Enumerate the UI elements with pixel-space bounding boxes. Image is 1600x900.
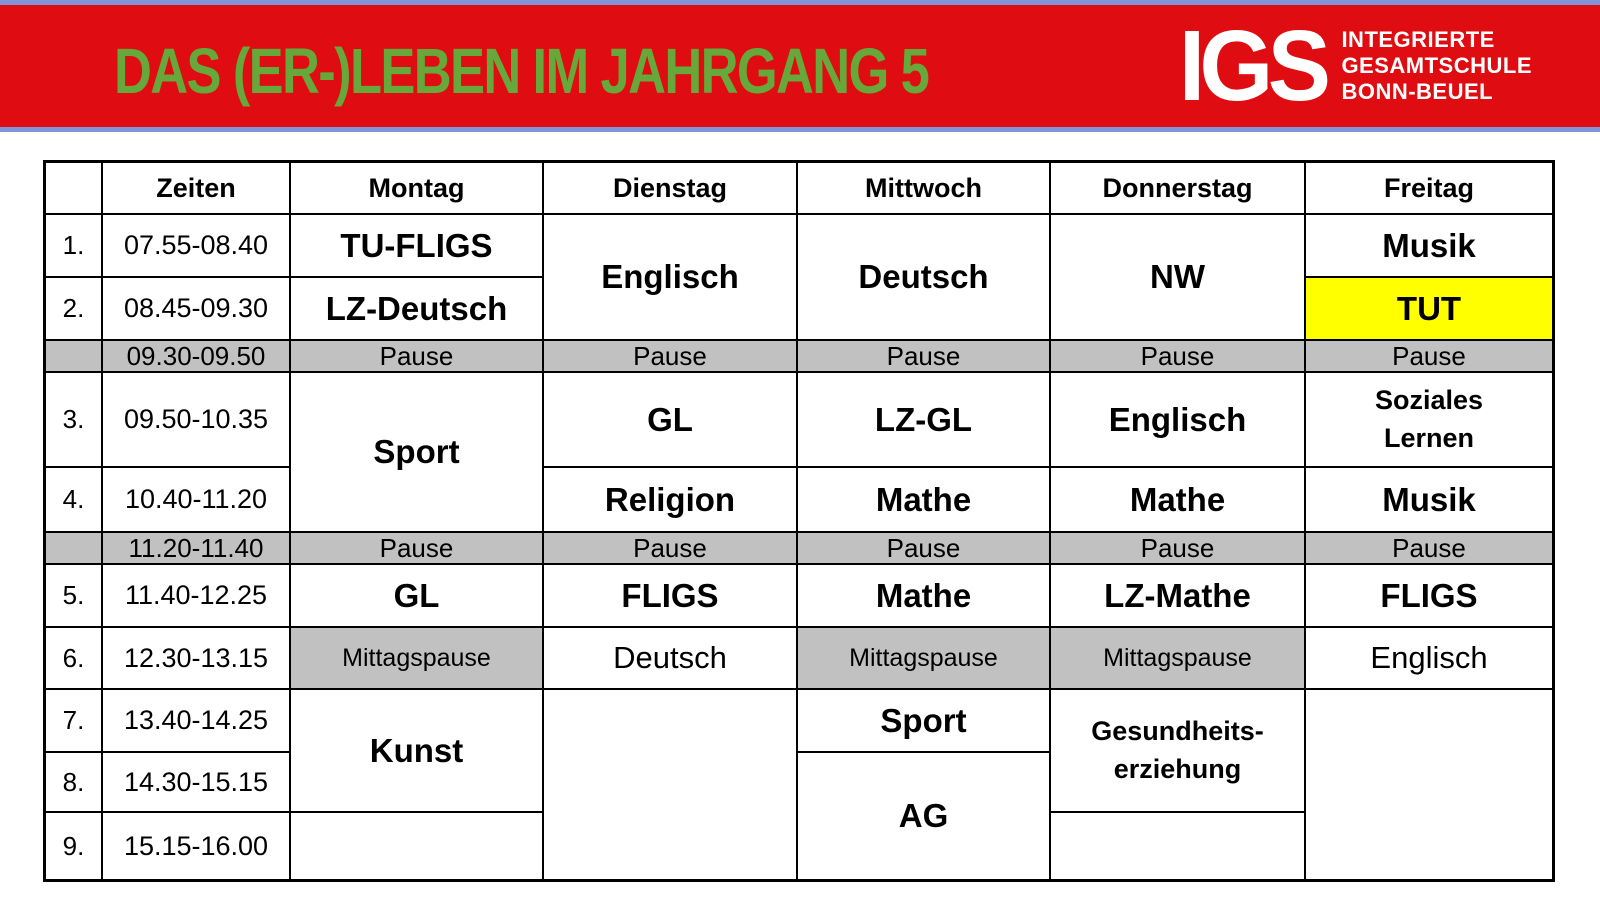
pause2-time: 11.20-11.40 <box>103 533 289 563</box>
row5-number: 5. <box>46 565 101 626</box>
row9-number: 9. <box>46 813 101 879</box>
row2-time: 08.45-09.30 <box>103 278 289 339</box>
row4-time: 10.40-11.20 <box>103 468 289 531</box>
cell-mittwoch-3: LZ-GL <box>798 373 1049 466</box>
header-mittwoch: Mittwoch <box>798 163 1049 213</box>
cell-freitag-3: Soziales Lernen <box>1306 373 1552 466</box>
row6-time: 12.30-13.15 <box>103 628 289 688</box>
pause2-montag: Pause <box>291 533 542 563</box>
cell-montag-7-8: Kunst <box>291 690 542 811</box>
header-montag: Montag <box>291 163 542 213</box>
cell-freitag-5: FLIGS <box>1306 565 1552 626</box>
pause1-mittwoch: Pause <box>798 341 1049 371</box>
cell-dienstag-1-2: Englisch <box>544 215 796 339</box>
cell-dienstag-7-9-empty <box>544 690 796 879</box>
pause1-dienstag: Pause <box>544 341 796 371</box>
cell-montag-2: LZ-Deutsch <box>291 278 542 339</box>
cell-mittwoch-8-9: AG <box>798 753 1049 879</box>
cell-donnerstag-9-empty <box>1051 813 1304 879</box>
row1-time: 07.55-08.40 <box>103 215 289 276</box>
cell-donnerstag-1-2: NW <box>1051 215 1304 339</box>
pause2-corner <box>46 533 101 563</box>
pause1-donnerstag: Pause <box>1051 341 1304 371</box>
cell-freitag-6: Englisch <box>1306 628 1552 688</box>
pause1-corner <box>46 341 101 371</box>
cell-donnerstag-4: Mathe <box>1051 468 1304 531</box>
cell-montag-9-empty <box>291 813 542 879</box>
cell-donnerstag-7-8: Gesundheits- erziehung <box>1051 690 1304 811</box>
pause2-freitag: Pause <box>1306 533 1552 563</box>
school-logo: IGS INTEGRIERTE GESAMTSCHULE BONN-BEUEL <box>1171 10 1532 122</box>
row2-number: 2. <box>46 278 101 339</box>
header-freitag: Freitag <box>1306 163 1552 213</box>
row7-number: 7. <box>46 690 101 751</box>
row3-number: 3. <box>46 373 101 466</box>
pause1-freitag: Pause <box>1306 341 1552 371</box>
logo-school-name: INTEGRIERTE GESAMTSCHULE BONN-BEUEL <box>1341 27 1532 104</box>
cell-donnerstag-6-lunch: Mittagspause <box>1051 628 1304 688</box>
timetable: Zeiten Montag Dienstag Mittwoch Donnerst… <box>43 160 1555 882</box>
row8-number: 8. <box>46 753 101 811</box>
cell-montag-3-4: Sport <box>291 373 542 531</box>
cell-dienstag-4: Religion <box>544 468 796 531</box>
header-dienstag: Dienstag <box>544 163 796 213</box>
pause2-dienstag: Pause <box>544 533 796 563</box>
cell-mittwoch-1-2: Deutsch <box>798 215 1049 339</box>
row6-number: 6. <box>46 628 101 688</box>
cell-dienstag-3: GL <box>544 373 796 466</box>
header-corner <box>46 163 101 213</box>
cell-freitag-4: Musik <box>1306 468 1552 531</box>
header-banner: DAS (ER-)LEBEN IM JAHRGANG 5 IGS INTEGRI… <box>0 0 1600 132</box>
cell-freitag-2-highlighted: TUT <box>1306 278 1552 339</box>
cell-dienstag-6: Deutsch <box>544 628 796 688</box>
cell-montag-5: GL <box>291 565 542 626</box>
pause1-montag: Pause <box>291 341 542 371</box>
pause1-time: 09.30-09.50 <box>103 341 289 371</box>
cell-freitag-1: Musik <box>1306 215 1552 276</box>
row4-number: 4. <box>46 468 101 531</box>
pause2-donnerstag: Pause <box>1051 533 1304 563</box>
row8-time: 14.30-15.15 <box>103 753 289 811</box>
cell-mittwoch-6-lunch: Mittagspause <box>798 628 1049 688</box>
logo-acronym: IGS <box>1178 10 1331 122</box>
cell-montag-6-lunch: Mittagspause <box>291 628 542 688</box>
row5-time: 11.40-12.25 <box>103 565 289 626</box>
pause2-mittwoch: Pause <box>798 533 1049 563</box>
header-zeiten: Zeiten <box>103 163 289 213</box>
header-donnerstag: Donnerstag <box>1051 163 1304 213</box>
cell-mittwoch-4: Mathe <box>798 468 1049 531</box>
cell-freitag-7-9-empty <box>1306 690 1552 879</box>
row9-time: 15.15-16.00 <box>103 813 289 879</box>
cell-donnerstag-3: Englisch <box>1051 373 1304 466</box>
cell-mittwoch-7: Sport <box>798 690 1049 751</box>
page-title: DAS (ER-)LEBEN IM JAHRGANG 5 <box>114 35 930 107</box>
cell-donnerstag-5: LZ-Mathe <box>1051 565 1304 626</box>
cell-dienstag-5: FLIGS <box>544 565 796 626</box>
cell-mittwoch-5: Mathe <box>798 565 1049 626</box>
row7-time: 13.40-14.25 <box>103 690 289 751</box>
cell-montag-1: TU-FLIGS <box>291 215 542 276</box>
row1-number: 1. <box>46 215 101 276</box>
row3-time: 09.50-10.35 <box>103 373 289 466</box>
